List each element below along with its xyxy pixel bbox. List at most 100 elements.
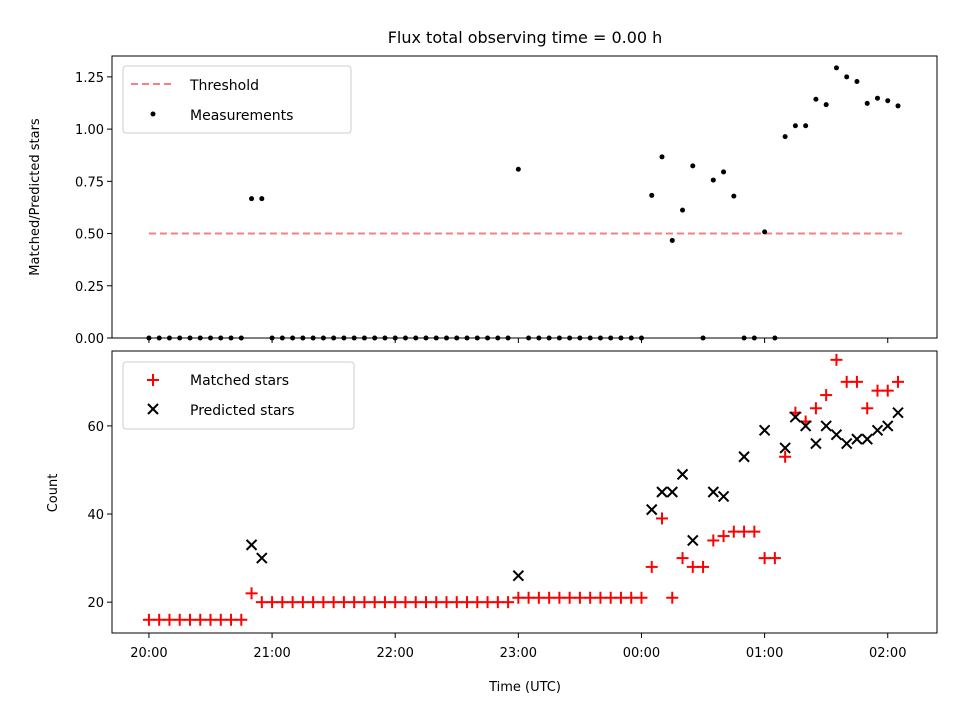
predicted-star-marker <box>799 420 812 432</box>
bottom-series <box>142 353 905 626</box>
measurement-point <box>803 123 809 129</box>
measurement-point <box>823 102 829 108</box>
matched-star-marker <box>450 596 463 609</box>
matched-star-marker <box>163 613 176 626</box>
matched-star-marker <box>491 596 504 609</box>
matched-star-marker <box>225 613 238 626</box>
predicted-star-marker <box>820 420 832 432</box>
matched-star-marker <box>440 596 453 609</box>
matched-star-marker <box>204 613 217 626</box>
matched-star-marker <box>697 560 710 573</box>
x-tick-label: 20:00 <box>130 646 167 661</box>
matched-star-marker <box>194 613 207 626</box>
predicted-star-marker <box>256 552 268 564</box>
matched-star-marker <box>748 525 761 538</box>
predicted-star-marker <box>830 429 843 441</box>
measurement-point <box>515 166 521 172</box>
y-tick-label: 40 <box>87 508 104 523</box>
y-tick-label: 0.75 <box>75 175 104 190</box>
matched-star-marker <box>173 613 186 626</box>
x-tick-label: 23:00 <box>500 646 537 661</box>
matched-star-marker <box>614 591 627 604</box>
matched-star-marker <box>512 591 525 604</box>
matched-star-marker <box>532 591 545 604</box>
legend-measurements-label: Measurements <box>190 108 293 124</box>
predicted-star-marker <box>779 442 791 454</box>
measurement-point <box>895 103 901 109</box>
matched-star-marker <box>820 389 833 402</box>
measurement-point <box>833 65 839 71</box>
matched-star-marker <box>573 591 586 604</box>
predicted-star-marker <box>882 420 894 432</box>
y-tick-label: 1.25 <box>75 71 104 86</box>
matched-star-marker <box>881 384 894 397</box>
y-tick-label: 1.00 <box>75 123 104 138</box>
bottom-legend: Matched stars Predicted stars <box>122 361 355 430</box>
top-chart-title: Flux total observing time = 0.00 h <box>388 28 663 47</box>
measurement-point <box>649 192 655 198</box>
predicted-star-marker <box>717 490 730 503</box>
predicted-star-marker <box>738 451 750 463</box>
matched-star-marker <box>543 591 556 604</box>
matched-star-marker <box>348 596 361 609</box>
measurement-point <box>731 193 737 199</box>
matched-star-marker <box>635 591 648 604</box>
predicted-star-marker <box>707 486 720 498</box>
matched-star-marker <box>430 596 443 609</box>
matched-star-marker <box>522 591 535 604</box>
matched-star-marker <box>327 596 340 609</box>
x-tick-label: 02:00 <box>869 646 906 661</box>
matched-star-marker <box>481 596 494 609</box>
y-tick-label: 0.00 <box>75 332 104 347</box>
matched-star-marker <box>214 613 227 626</box>
matched-star-marker <box>358 596 371 609</box>
matched-star-marker <box>286 596 299 609</box>
matched-star-marker <box>235 613 248 626</box>
measurement-point <box>659 154 665 160</box>
top-series <box>146 65 903 341</box>
top-axes: Flux total observing time = 0.00 h Match… <box>28 28 938 347</box>
matched-star-marker <box>502 596 515 609</box>
top-y-axis-label: Matched/Predicted stars <box>28 118 43 276</box>
measurement-point <box>669 237 675 243</box>
predicted-star-marker <box>687 534 699 547</box>
matched-star-marker <box>892 375 905 388</box>
bottom-y-ticks: 20 40 60 <box>87 420 112 611</box>
matched-star-marker <box>645 560 658 573</box>
measurement-point <box>844 74 850 80</box>
matched-star-marker <box>296 596 309 609</box>
y-tick-label: 20 <box>87 596 104 611</box>
matched-star-marker <box>461 596 474 609</box>
bottom-y-axis-label: Count <box>46 474 61 513</box>
matched-star-marker <box>471 596 484 609</box>
predicted-star-marker <box>646 503 658 516</box>
top-y-ticks: 0.00 0.25 0.50 0.75 1.00 1.25 <box>75 71 112 347</box>
matched-star-marker <box>840 375 853 388</box>
predicted-star-marker <box>666 486 678 498</box>
matched-star-marker <box>307 596 320 609</box>
matched-star-marker <box>738 525 751 538</box>
y-tick-label: 0.50 <box>75 228 104 243</box>
matched-star-marker <box>625 591 638 604</box>
matched-star-marker <box>337 596 350 609</box>
top-legend-box <box>122 65 352 134</box>
matched-star-marker <box>553 591 566 604</box>
matched-star-marker <box>153 613 166 626</box>
bottom-axes-frame <box>111 350 938 634</box>
x-tick-label: 00:00 <box>623 646 660 661</box>
matched-star-marker <box>409 596 422 609</box>
matched-star-marker <box>666 591 679 604</box>
measurement-point <box>259 196 265 202</box>
matched-star-marker <box>604 591 617 604</box>
predicted-star-marker <box>892 406 904 419</box>
matched-star-marker <box>861 402 874 415</box>
matched-star-marker <box>563 591 576 604</box>
top-axes-frame <box>111 55 938 339</box>
predicted-star-marker <box>789 411 802 423</box>
measurement-point <box>854 78 860 84</box>
matched-star-marker <box>142 613 155 626</box>
matched-star-marker <box>830 353 843 366</box>
measurement-point <box>249 196 255 202</box>
